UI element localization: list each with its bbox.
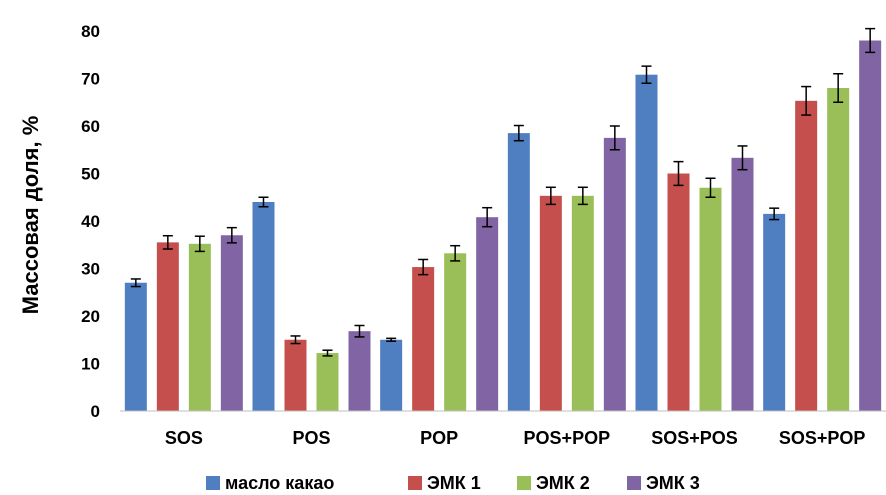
x-category-label: SOS+POS — [651, 428, 738, 448]
legend-swatch — [408, 476, 422, 490]
chart-legend: масло какао ЭМК 1 ЭМК 2 ЭМК 3 — [206, 473, 700, 493]
y-tick-label: 20 — [81, 307, 100, 326]
y-tick-label: 10 — [81, 355, 100, 374]
bar-2-sos-plus-pos — [667, 173, 690, 411]
bar-3-sos — [188, 243, 211, 411]
bar-3-pop — [444, 253, 467, 411]
legend-swatch — [206, 476, 220, 490]
bar-1-sos-plus-pos — [635, 74, 658, 411]
y-axis-ticks: 0 10 20 30 40 50 60 70 80 — [81, 22, 100, 421]
legend-swatch — [627, 476, 641, 490]
x-category-label: POP — [420, 428, 458, 448]
bar-3-pos-plus-pop — [571, 195, 594, 411]
bar-4-sos — [220, 235, 243, 411]
bar-4-pop — [476, 217, 499, 411]
legend-label: ЭМК 1 — [427, 473, 481, 493]
y-tick-label: 60 — [81, 117, 100, 136]
legend-label: ЭМК 2 — [536, 473, 590, 493]
bar-series — [124, 27, 882, 411]
bar-1-pos-plus-pop — [507, 133, 530, 411]
bar-1-sos-plus-pop — [763, 213, 786, 411]
y-tick-label: 40 — [81, 212, 100, 231]
bar-3-sos-plus-pos — [699, 187, 722, 411]
x-category-label: POS — [292, 428, 330, 448]
bar-2-sos — [156, 242, 179, 411]
bar-1-pos — [252, 202, 275, 411]
y-tick-label: 70 — [81, 70, 100, 89]
bar-4-sos-plus-pop — [859, 40, 882, 411]
x-category-label: SOS+POP — [779, 428, 866, 448]
bar-2-sos-plus-pop — [795, 100, 818, 411]
y-tick-label: 0 — [91, 402, 100, 421]
bar-1-sos — [124, 282, 147, 411]
bar-3-pos — [316, 353, 339, 411]
y-tick-label: 80 — [81, 22, 100, 41]
legend-swatch — [517, 476, 531, 490]
bar-3-sos-plus-pop — [827, 88, 850, 411]
legend-label: ЭМК 3 — [646, 473, 700, 493]
x-category-label: POS+POP — [524, 428, 611, 448]
bar-4-pos-plus-pop — [603, 137, 626, 411]
bar-2-pos-plus-pop — [539, 195, 562, 411]
bar-4-pos — [348, 331, 371, 411]
x-category-label: SOS — [165, 428, 203, 448]
bar-2-pop — [412, 267, 435, 411]
bar-4-sos-plus-pos — [731, 157, 754, 411]
legend-label: масло какао — [225, 473, 334, 493]
bar-2-pos — [284, 339, 307, 411]
y-tick-label: 50 — [81, 165, 100, 184]
y-tick-label: 30 — [81, 260, 100, 279]
y-axis-title: Массовая доля, % — [18, 116, 43, 315]
bar-1-pop — [380, 339, 403, 411]
x-axis-category-labels: SOS POS POP POS+POP SOS+POS SOS+POP — [165, 428, 866, 448]
